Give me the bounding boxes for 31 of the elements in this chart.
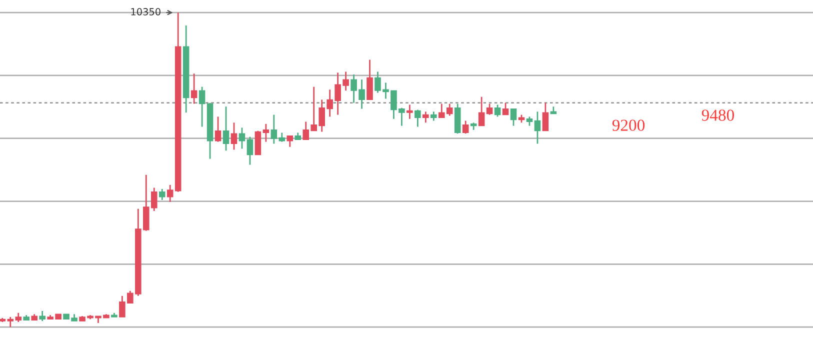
candlestick [198, 86, 206, 128]
candlestick [366, 59, 373, 100]
candlestick [422, 110, 429, 124]
candlestick [414, 109, 421, 128]
candlestick [238, 126, 246, 150]
candlestick [222, 106, 230, 152]
text: 9480 [702, 110, 734, 121]
candlestick [406, 104, 413, 120]
annotation: 10350 [131, 8, 160, 16]
candlestick [190, 72, 198, 104]
candlestick [510, 108, 517, 126]
candlestick [254, 130, 262, 156]
text: 9200 [612, 120, 645, 131]
candlestick [286, 135, 294, 148]
candlestick [542, 102, 549, 132]
candlestick [246, 136, 254, 166]
candlestick [478, 96, 485, 126]
candlestick [39, 310, 46, 322]
candlestick [502, 102, 509, 116]
candlestick [494, 104, 501, 118]
candlestick [462, 120, 469, 134]
candlestick [214, 116, 222, 143]
candlestick [526, 116, 533, 126]
candlestick [262, 123, 270, 143]
candlestick [486, 103, 493, 116]
candlestick [166, 184, 174, 203]
candlestick [270, 114, 278, 144]
candlestick [158, 188, 166, 201]
candlestick [430, 110, 437, 122]
candlestick [230, 122, 238, 150]
candlestick [534, 110, 541, 144]
